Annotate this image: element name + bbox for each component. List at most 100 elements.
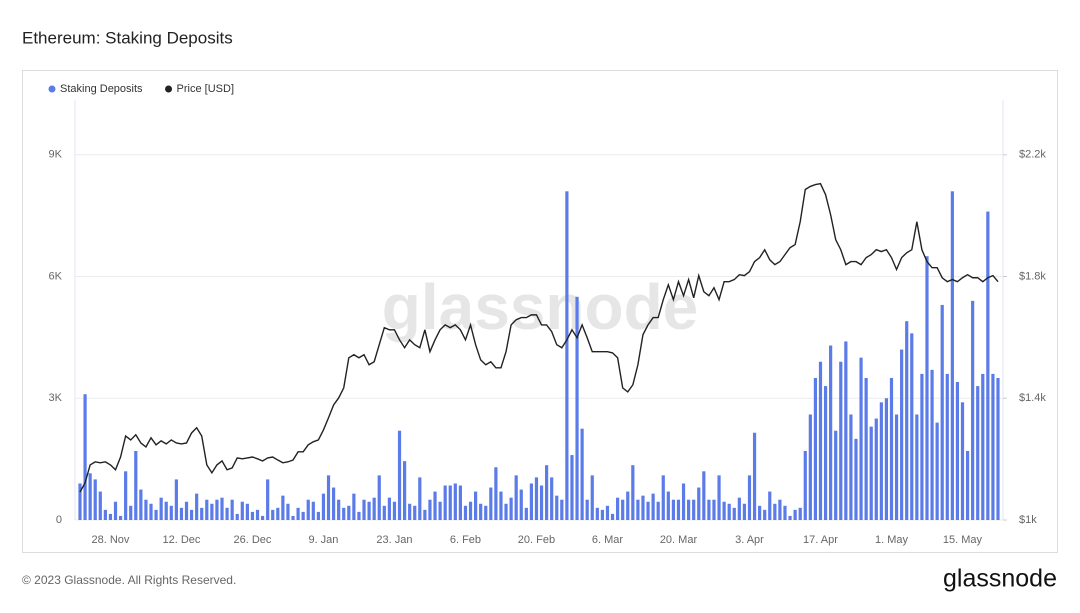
bar (879, 402, 883, 520)
bar (661, 475, 665, 520)
bar (103, 509, 107, 520)
bar (555, 495, 559, 520)
bar (134, 451, 138, 520)
bar (423, 509, 427, 520)
bar (83, 394, 87, 520)
bar (210, 503, 214, 520)
bar (164, 501, 168, 520)
bar (387, 497, 391, 520)
bar (666, 491, 670, 520)
bar (758, 505, 762, 520)
bar (93, 479, 97, 520)
bar (519, 489, 523, 520)
price-line (79, 182, 999, 493)
y-tick-label: 0 (56, 514, 62, 526)
bar (864, 377, 868, 520)
bar (915, 414, 919, 520)
bar (418, 477, 422, 520)
bar (448, 485, 452, 520)
y2-tick-label: $2.2k (1019, 149, 1046, 161)
bar (362, 499, 366, 520)
bar (894, 414, 899, 520)
bar (940, 304, 944, 520)
bar (656, 501, 660, 520)
bar (245, 503, 249, 520)
bar (712, 499, 716, 520)
bar (763, 509, 767, 520)
bar (869, 426, 873, 520)
bar (484, 505, 488, 520)
bar (550, 477, 554, 520)
bar (474, 491, 478, 520)
bar (271, 509, 275, 520)
bar (113, 501, 118, 520)
bar (453, 483, 457, 520)
bar (920, 373, 924, 520)
y2-tick-label: $1.8k (1019, 270, 1046, 282)
x-tick-label: 23. Jan (376, 534, 412, 546)
bar (463, 505, 468, 520)
bar (347, 505, 351, 520)
bar (595, 507, 599, 520)
bar (205, 499, 209, 520)
bar (727, 503, 731, 520)
chart-title: Ethereum: Staking Deposits (22, 28, 233, 47)
bar (331, 487, 336, 520)
bar (960, 402, 965, 520)
bar (499, 491, 503, 520)
marks (78, 182, 1000, 520)
bar (397, 430, 402, 520)
bar (737, 497, 741, 520)
bar (408, 503, 412, 520)
bar (697, 487, 701, 520)
bar (600, 509, 604, 520)
x-tick-label: 26. Dec (233, 534, 271, 546)
bar (504, 503, 508, 520)
bar (575, 296, 579, 520)
bar (255, 509, 260, 520)
bar (534, 477, 539, 520)
bar (225, 507, 229, 520)
bar (413, 505, 417, 520)
bar (291, 515, 295, 520)
bar (793, 509, 797, 520)
bar (433, 491, 437, 520)
bar (266, 479, 270, 520)
bar (342, 507, 346, 520)
bar (326, 475, 331, 520)
bar (443, 485, 447, 520)
x-tick-label: 1. May (875, 534, 909, 546)
bar (580, 428, 584, 520)
bar (129, 505, 133, 520)
bar (849, 414, 853, 520)
bar (514, 475, 518, 520)
bar (981, 373, 985, 520)
x-tick-label: 20. Feb (518, 534, 555, 546)
bar (616, 497, 620, 520)
bar (321, 493, 326, 520)
bar (402, 461, 407, 520)
bar (220, 497, 224, 520)
bar (286, 503, 290, 520)
bar (773, 503, 777, 520)
bar (692, 499, 696, 520)
bar (971, 300, 975, 520)
bar (539, 485, 544, 520)
bar (687, 499, 691, 520)
bar (382, 505, 386, 520)
bar (803, 451, 807, 520)
watermark: glassnode (382, 271, 699, 343)
bar (834, 430, 838, 520)
bar (717, 475, 721, 520)
x-tick-label: 15. May (943, 534, 983, 546)
bar (950, 191, 954, 520)
x-tick-label: 12. Dec (162, 534, 200, 546)
bar (144, 499, 148, 520)
bar (996, 377, 1000, 520)
bar (392, 501, 397, 520)
bar (641, 495, 645, 520)
bar (671, 499, 676, 520)
bar (230, 499, 234, 520)
bar (798, 507, 802, 520)
